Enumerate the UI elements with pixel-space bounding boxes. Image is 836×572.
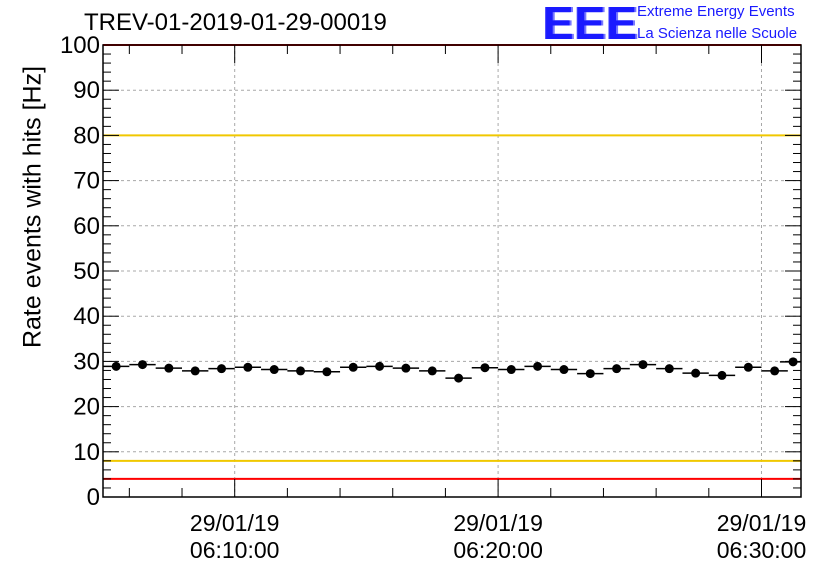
data-point — [111, 361, 121, 371]
data-point — [533, 361, 543, 371]
run-title: TREV-01-2019-01-29-00019 — [84, 9, 387, 36]
x-tick-time-label: 06:20:00 — [453, 537, 543, 563]
data-point — [770, 366, 780, 376]
x-tick-date-label: 29/01/19 — [190, 510, 280, 536]
data-point — [506, 365, 516, 375]
y-tick-label: 80 — [73, 122, 100, 149]
logo-subtitle-line1: Extreme Energy Events — [637, 3, 795, 20]
y-tick-label: 40 — [73, 303, 100, 330]
data-point — [585, 369, 595, 379]
data-point — [322, 367, 332, 377]
data-point — [243, 362, 253, 372]
x-tick-time-label: 06:30:00 — [717, 537, 807, 563]
data-point — [788, 357, 798, 367]
reference-lines — [103, 44, 801, 480]
data-point — [164, 363, 174, 373]
data-point — [217, 364, 227, 374]
grid-lines — [103, 45, 801, 497]
x-tick-date-label: 29/01/19 — [453, 510, 543, 536]
data-point — [480, 363, 490, 373]
data-point — [138, 360, 148, 370]
y-tick-label: 100 — [60, 32, 100, 59]
data-points — [103, 357, 801, 383]
eee-logo: EEE — [543, 0, 639, 49]
logo-subtitle-line2: La Scienza nelle Scuole — [637, 25, 798, 42]
tick-labels: 010203040506070809010029/01/1906:10:0029… — [60, 32, 806, 563]
data-point — [401, 363, 411, 373]
y-tick-label: 30 — [73, 348, 100, 375]
data-point — [296, 366, 306, 376]
y-tick-label: 90 — [73, 77, 100, 104]
data-point — [427, 366, 437, 376]
y-tick-label: 70 — [73, 168, 100, 195]
data-point — [559, 365, 569, 375]
data-point — [348, 362, 358, 372]
data-point — [375, 361, 385, 371]
data-point — [717, 370, 727, 380]
data-point — [664, 364, 674, 374]
y-axis-label: Rate events with hits [Hz] — [18, 65, 47, 349]
data-point — [269, 365, 279, 375]
y-tick-label: 20 — [73, 394, 100, 421]
y-tick-label: 50 — [73, 258, 100, 285]
data-point — [691, 368, 701, 378]
x-tick-time-label: 06:10:00 — [190, 537, 280, 563]
data-point — [743, 362, 753, 372]
y-tick-label: 10 — [73, 439, 100, 466]
data-point — [454, 373, 464, 383]
data-point — [612, 364, 622, 374]
axis-ticks — [103, 44, 801, 498]
y-tick-label: 0 — [87, 484, 100, 511]
y-tick-label: 60 — [73, 213, 100, 240]
data-point — [638, 360, 648, 370]
x-tick-date-label: 29/01/19 — [717, 510, 807, 536]
data-point — [190, 366, 200, 376]
